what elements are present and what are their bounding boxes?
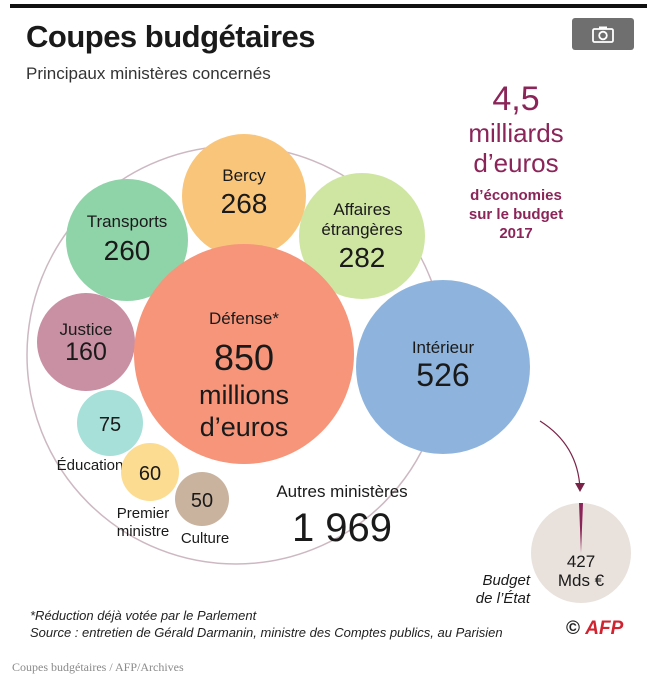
value-education: 75 bbox=[99, 414, 121, 436]
bubble-transports bbox=[66, 179, 188, 301]
label-justice: Justice bbox=[60, 320, 113, 339]
camera-button[interactable] bbox=[572, 18, 634, 50]
budget-share-slice bbox=[579, 503, 583, 553]
value-autres-ministeres: 1 969 bbox=[292, 506, 392, 550]
bubble-affaires-etrangeres bbox=[299, 173, 425, 299]
label-bercy: Bercy bbox=[222, 166, 266, 185]
value-bercy: 268 bbox=[221, 188, 268, 219]
image-caption: Coupes budgétaires / AFP/Archives bbox=[12, 660, 184, 674]
budget-label-0: Budget bbox=[482, 572, 530, 589]
total-caption-0: d’économies bbox=[470, 187, 562, 204]
label-autres-ministeres: Autres ministères bbox=[276, 482, 407, 501]
chart-subtitle: Principaux ministères concernés bbox=[26, 64, 271, 83]
label-affaires-etrangeres-1: étrangères bbox=[321, 220, 402, 239]
afp-logo: AFP bbox=[585, 618, 624, 639]
label-defense: Défense* bbox=[209, 309, 279, 328]
camera-icon bbox=[592, 26, 614, 43]
chart-title: Coupes budgétaires bbox=[26, 19, 316, 54]
total-value: 4,5 bbox=[492, 80, 539, 118]
source-note: Source : entretien de Gérald Darmanin, m… bbox=[30, 625, 503, 640]
label-premier-ministre: Premier bbox=[117, 505, 170, 522]
connector-arrowhead bbox=[575, 483, 585, 492]
connector-line bbox=[539, 420, 581, 490]
bubble-premier-ministre bbox=[121, 443, 179, 501]
total-unit-1: d’euros bbox=[473, 148, 558, 178]
total-caption-1: sur le budget bbox=[469, 206, 563, 223]
budget-label-1: de l’État bbox=[476, 590, 531, 607]
afp-credit: © AFP bbox=[566, 618, 623, 640]
budget-value-0: 427 bbox=[567, 552, 595, 571]
total-unit-0: milliards bbox=[468, 118, 563, 148]
value-justice: 160 bbox=[65, 338, 107, 366]
copyright-symbol: © bbox=[566, 618, 580, 639]
bubble-interieur bbox=[356, 280, 530, 454]
bubble-bercy bbox=[182, 134, 306, 258]
footnote: *Réduction déjà votée par le Parlement bbox=[30, 608, 257, 623]
label-affaires-etrangeres: Affaires bbox=[333, 200, 390, 219]
bubble-culture bbox=[175, 472, 229, 526]
value-affaires-etrangeres: 282 bbox=[339, 242, 386, 273]
value-premier-ministre: 60 bbox=[139, 463, 161, 485]
value-defense-1: millions bbox=[199, 380, 289, 410]
top-rule bbox=[10, 4, 647, 8]
label-transports: Transports bbox=[87, 212, 168, 231]
label-culture: Culture bbox=[181, 530, 229, 547]
value-interieur: 526 bbox=[416, 357, 469, 393]
bubble-defense bbox=[134, 244, 354, 464]
budget-value-1: Mds € bbox=[558, 571, 605, 590]
value-defense: 850 bbox=[214, 337, 274, 378]
bubble-justice bbox=[37, 293, 135, 391]
value-culture: 50 bbox=[191, 490, 213, 512]
label-premier-ministre-1: ministre bbox=[117, 523, 170, 540]
total-caption-2: 2017 bbox=[499, 225, 532, 242]
label-interieur: Intérieur bbox=[412, 338, 475, 357]
label-education: Éducation bbox=[57, 457, 124, 474]
value-transports: 260 bbox=[104, 235, 151, 266]
bubble-education bbox=[77, 390, 143, 456]
value-defense-2: d’euros bbox=[200, 412, 289, 442]
